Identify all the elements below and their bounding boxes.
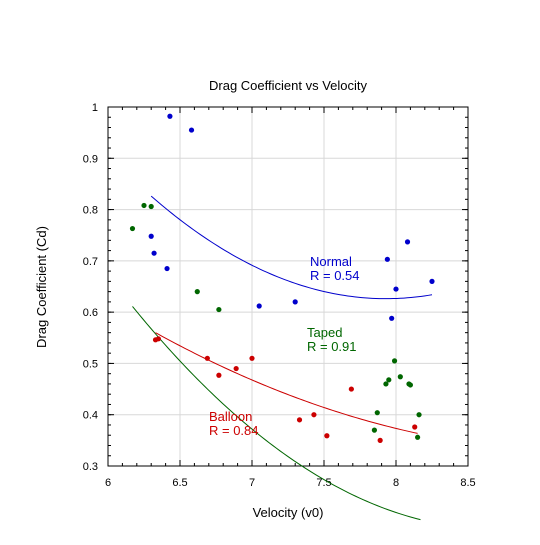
normal-data-point — [292, 299, 298, 305]
x-tick-label: 7.5 — [316, 477, 331, 489]
taped-data-point — [386, 377, 392, 383]
balloon-fit-r-value: R = 0.84 — [209, 423, 259, 438]
normal-data-point — [404, 239, 411, 245]
taped-data-point — [141, 202, 147, 209]
y-tick-label: 0.9 — [83, 153, 98, 165]
normal-fit-curve — [150, 195, 433, 300]
balloon-data-point — [216, 372, 222, 378]
taped-data-point — [129, 225, 136, 232]
taped-data-point — [383, 381, 389, 387]
taped-fit-curve — [132, 306, 421, 521]
balloon-data-point — [204, 355, 210, 361]
data-points — [129, 113, 435, 443]
balloon-data-point — [311, 412, 317, 418]
normal-data-point — [429, 278, 435, 284]
y-axis-label: Drag Coefficient (Cd) — [34, 226, 49, 348]
normal-fit-r-value: R = 0.54 — [310, 268, 360, 283]
normal-data-point — [148, 233, 154, 239]
taped-data-point — [216, 306, 222, 313]
ticks: 6 6.5 7 7.5 8 8.5 0.3 0.4 0.5 0.6 0.7 0.8 0.9 1 — [83, 102, 476, 489]
x-tick-label: 8 — [393, 477, 399, 489]
x-tick-label: 6 — [105, 477, 111, 489]
normal-data-point — [389, 315, 395, 321]
balloon-data-point — [249, 355, 255, 361]
balloon-data-point — [412, 424, 418, 430]
taped-fit-r-value: R = 0.91 — [307, 339, 357, 354]
normal-data-point — [164, 265, 170, 272]
fit-curves — [132, 195, 433, 521]
y-tick-label: 0.5 — [83, 358, 98, 370]
normal-data-point — [188, 127, 195, 133]
balloon-data-point — [377, 437, 383, 443]
normal-data-point — [384, 256, 390, 262]
taped-data-point — [391, 358, 398, 364]
taped-data-point — [374, 410, 380, 416]
taped-data-point — [371, 427, 377, 433]
chart-title: Drag Coefficient vs Velocity — [209, 78, 367, 93]
normal-fit-label: Normal — [310, 254, 352, 269]
balloon-fit-label: Balloon — [209, 409, 252, 424]
taped-data-point — [397, 374, 403, 380]
grid — [108, 107, 468, 466]
taped-data-point — [407, 382, 413, 388]
plot-frame — [107, 106, 469, 467]
balloon-data-point — [348, 386, 354, 392]
balloon-fit-curve — [155, 332, 418, 434]
normal-data-point — [256, 303, 262, 309]
y-tick-label: 0.3 — [83, 461, 98, 473]
balloon-data-point — [155, 336, 161, 342]
normal-data-point — [167, 113, 173, 119]
y-tick-label: 0.4 — [83, 410, 98, 422]
balloon-data-point — [324, 433, 330, 439]
x-axis-label: Velocity (v0) — [253, 505, 324, 520]
y-tick-label: 0.6 — [83, 307, 98, 319]
taped-data-point — [416, 412, 422, 418]
taped-data-point — [148, 203, 154, 210]
y-tick-label: 0.7 — [83, 256, 98, 268]
taped-data-point — [194, 289, 200, 295]
y-tick-label: 1 — [92, 102, 98, 114]
x-tick-label: 8.5 — [460, 477, 475, 489]
taped-data-point — [415, 434, 421, 440]
x-tick-label: 6.5 — [172, 477, 187, 489]
balloon-data-point — [296, 417, 303, 423]
taped-fit-label: Taped — [307, 325, 342, 340]
x-tick-label: 7 — [249, 477, 255, 489]
normal-data-point — [393, 286, 399, 292]
balloon-data-point — [233, 365, 239, 372]
y-tick-label: 0.8 — [83, 205, 98, 217]
normal-data-point — [151, 250, 157, 256]
